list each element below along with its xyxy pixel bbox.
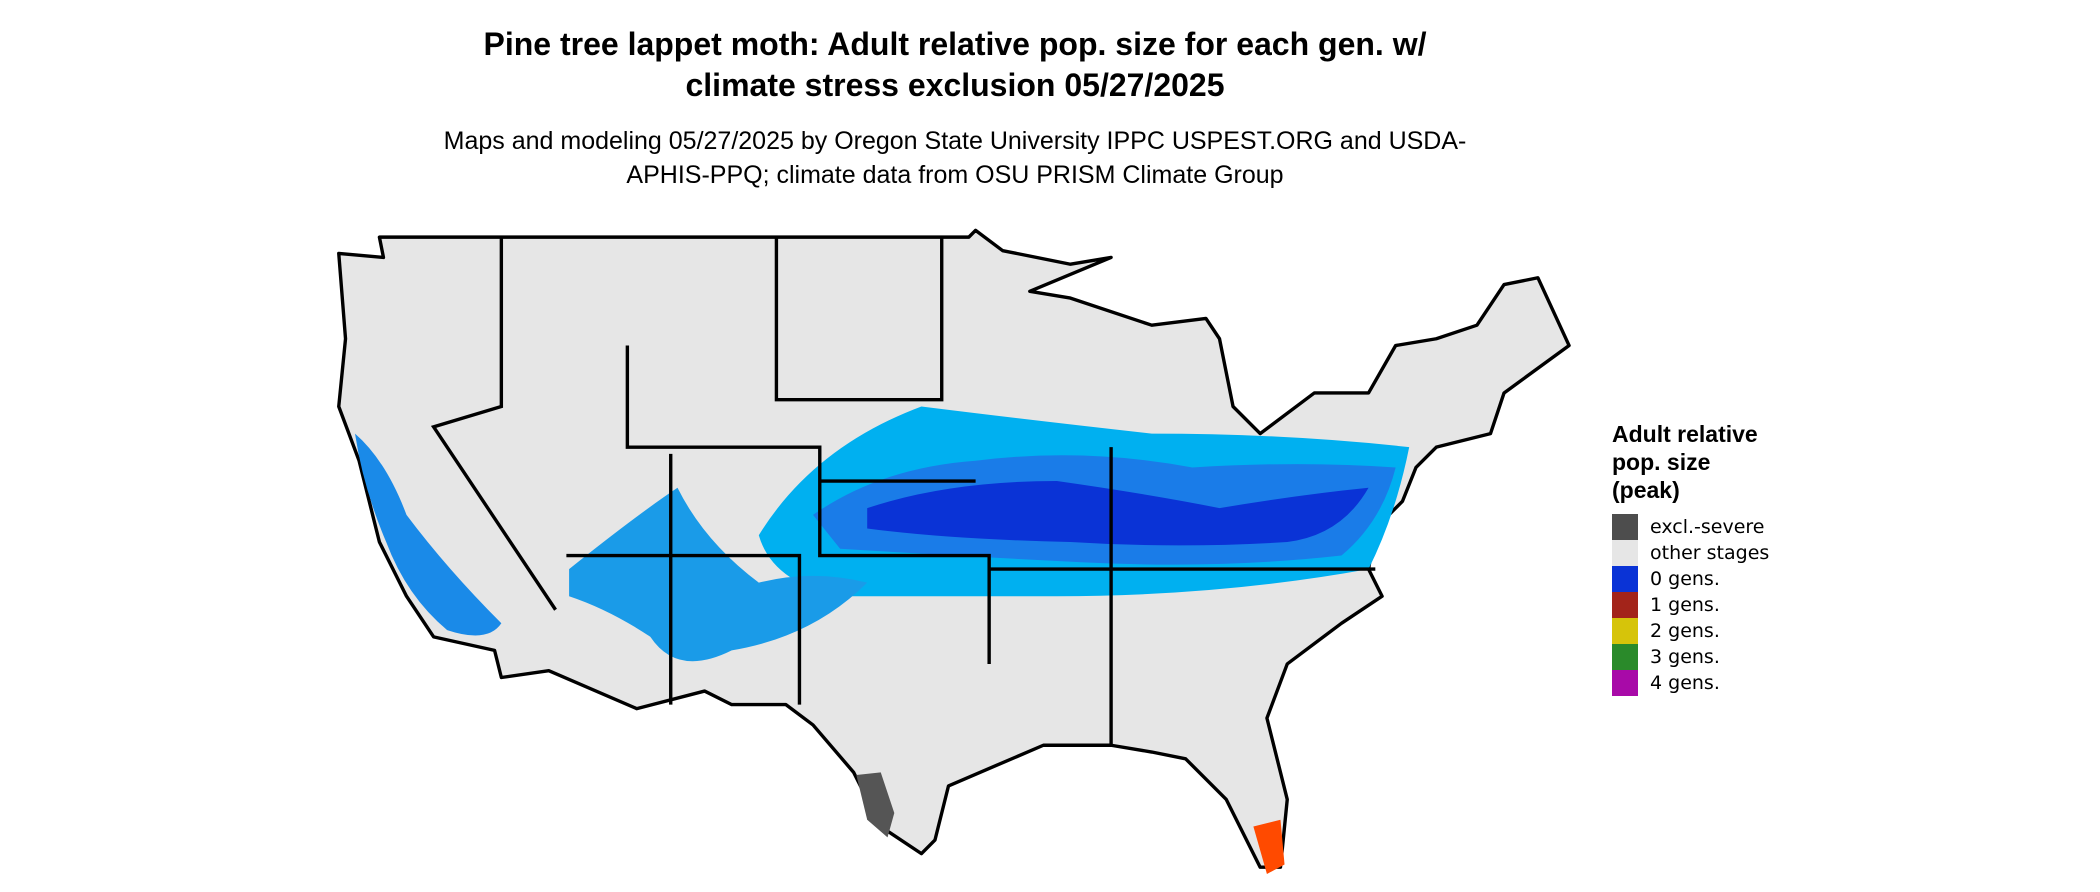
legend-swatch [1612,618,1638,644]
legend-item: 2 gens. [1612,618,1842,644]
state-line [625,345,991,664]
legend-swatch [1612,514,1638,540]
legend-item: other stages [1612,540,1842,566]
zone-southwest [569,487,868,662]
state-lines [430,237,1376,746]
legend-item: 4 gens. [1612,670,1842,696]
legend-label: excl.-severe [1650,516,1765,538]
zone-florida-tip [1253,819,1285,874]
legend-swatch [1612,644,1638,670]
zone-dark [867,481,1369,546]
state-line [566,553,802,705]
legend-item: 3 gens. [1612,644,1842,670]
legend-item: 0 gens. [1612,566,1842,592]
legend-label: 4 gens. [1650,672,1720,694]
map-title: Pine tree lappet moth: Adult relative po… [483,26,1427,103]
zone-excluded [856,772,895,838]
legend-swatch [1612,540,1638,566]
legend-title: Adult relative pop. size (peak) [1612,421,1758,503]
legend-swatch [1612,566,1638,592]
legend: Adult relative pop. size (peak) excl.-se… [1612,420,1842,696]
legend-label: 2 gens. [1650,620,1720,642]
legend-swatch [1612,592,1638,618]
zone-california [355,433,502,636]
state-line [774,237,944,402]
legend-item: excl.-severe [1612,514,1842,540]
legend-label: 3 gens. [1650,646,1720,668]
legend-item: 1 gens. [1612,592,1842,618]
legend-items: excl.-severe other stages 0 gens. 1 gens. 2 … [1612,514,1842,696]
legend-label: 0 gens. [1650,568,1720,590]
legend-label: 1 gens. [1650,594,1720,616]
legend-label: other stages [1650,542,1770,564]
us-map [337,228,1571,874]
map-subtitle: Maps and modeling 05/27/2025 by Oregon S… [443,127,1467,189]
legend-swatch [1612,670,1638,696]
state-line [430,237,557,611]
